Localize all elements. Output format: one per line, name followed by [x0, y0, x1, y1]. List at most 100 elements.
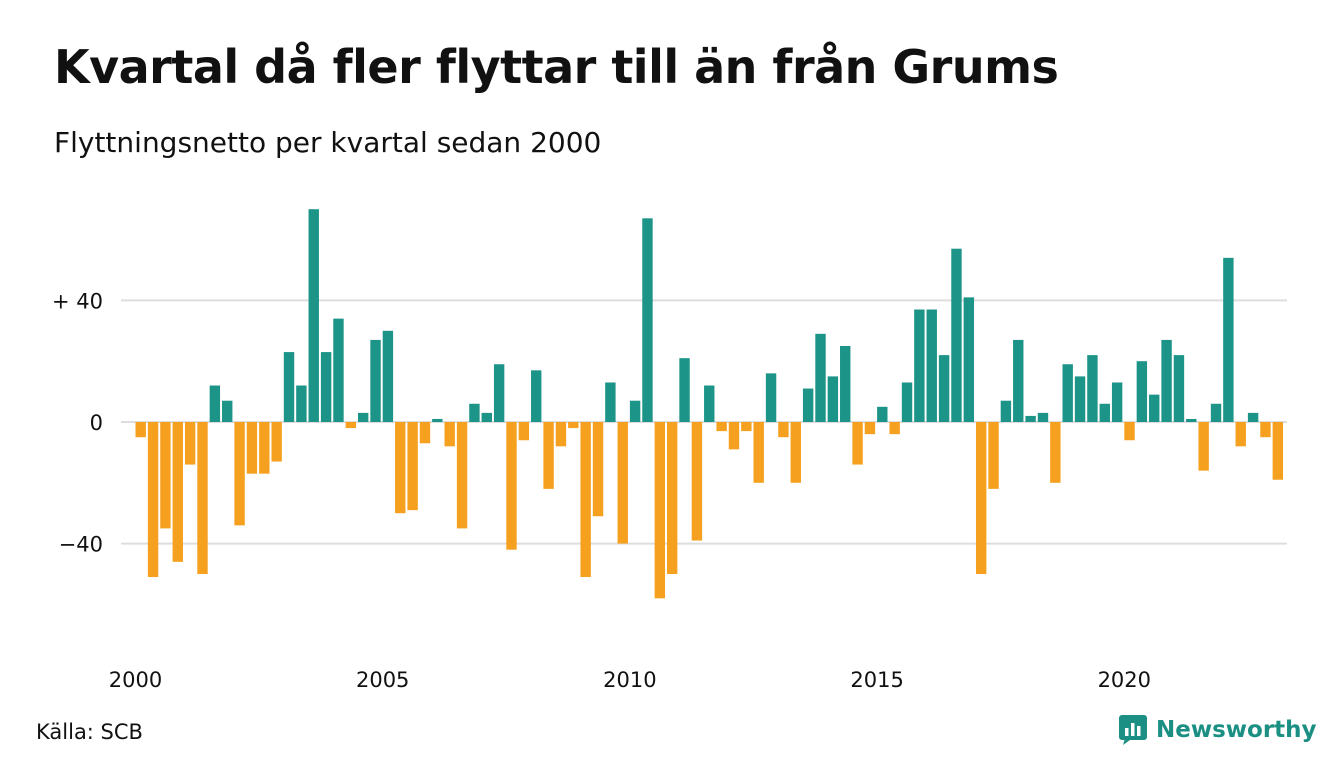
- bar: [296, 385, 307, 422]
- bar: [481, 412, 492, 422]
- bar: [975, 422, 987, 574]
- bar: [877, 406, 888, 422]
- bar: [827, 376, 839, 422]
- bar: [1247, 412, 1259, 422]
- bar: [283, 352, 295, 422]
- bar: [407, 422, 418, 511]
- bar: [1149, 394, 1160, 422]
- bar: [988, 422, 999, 489]
- bar: [469, 403, 480, 422]
- bar: [432, 418, 443, 422]
- bar: [1087, 355, 1098, 422]
- bar: [790, 422, 801, 483]
- y-tick-label: −40: [59, 533, 103, 557]
- x-tick-label: 2020: [1098, 668, 1151, 692]
- x-tick-label: 2000: [109, 668, 162, 692]
- bar: [395, 422, 406, 514]
- bar: [963, 297, 975, 422]
- bar: [691, 422, 703, 541]
- bar: [184, 422, 196, 465]
- bar: [160, 422, 171, 529]
- bars: [135, 209, 1284, 599]
- x-axis-labels: 2000 2005 2010 2015 2020: [109, 668, 1151, 692]
- bar: [1111, 382, 1123, 422]
- bar: [926, 309, 937, 422]
- bar: [518, 422, 530, 441]
- bar: [370, 339, 381, 422]
- bar: [741, 422, 752, 432]
- bar: [951, 248, 962, 422]
- bar: [840, 346, 851, 422]
- bar: [531, 370, 542, 422]
- y-tick-label: + 40: [52, 289, 103, 313]
- bar: [320, 352, 332, 422]
- y-axis-labels: + 40 0 −40: [52, 289, 103, 556]
- bar: [1136, 361, 1148, 422]
- bar: [555, 422, 567, 447]
- bar: [901, 382, 913, 422]
- bar: [778, 422, 789, 438]
- bar: [802, 388, 814, 422]
- bar: [1037, 412, 1049, 422]
- bar: [147, 422, 159, 578]
- bar: [1210, 403, 1222, 422]
- bar: [605, 382, 616, 422]
- bar: [222, 400, 233, 422]
- bar: [815, 333, 826, 422]
- bar: [716, 422, 727, 432]
- bar: [580, 422, 591, 578]
- brand-logo[interactable]: Newsworthy: [1118, 714, 1317, 746]
- bar: [543, 422, 554, 489]
- bar: [1161, 339, 1172, 422]
- x-tick-label: 2010: [603, 668, 656, 692]
- bar: [765, 373, 777, 422]
- bar: [456, 422, 468, 529]
- bar: [1235, 422, 1246, 447]
- bar: [493, 364, 505, 422]
- bar: [345, 422, 357, 429]
- bar: [938, 355, 950, 422]
- bar: [357, 412, 369, 422]
- bar: [753, 422, 764, 483]
- bar: [271, 422, 282, 462]
- bar: [1050, 422, 1061, 483]
- bar: [506, 422, 517, 550]
- bar: [444, 422, 455, 447]
- bar: [1198, 422, 1209, 471]
- bar: [135, 422, 146, 438]
- bar: [642, 218, 653, 422]
- bar: [1000, 400, 1012, 422]
- bar: [1062, 364, 1073, 422]
- bar: [704, 385, 715, 422]
- bar: [259, 422, 270, 474]
- bar: [1223, 257, 1234, 422]
- bar: [666, 422, 678, 574]
- bar: [654, 422, 666, 599]
- bar: [234, 422, 245, 526]
- bar: [419, 422, 431, 444]
- bar: [382, 330, 394, 422]
- chart-title: Kvartal då fler flyttar till än från Gru…: [54, 40, 1059, 94]
- bar: [1173, 355, 1185, 422]
- bar: [172, 422, 183, 562]
- bar: [568, 422, 579, 429]
- x-tick-label: 2015: [850, 668, 903, 692]
- bar: [852, 422, 863, 465]
- bar: [629, 400, 641, 422]
- bar: [1260, 422, 1271, 438]
- chart-bubble-icon: [1119, 715, 1147, 745]
- bar: [679, 358, 690, 422]
- bar: [1099, 403, 1110, 422]
- chart-subtitle: Flyttningsnetto per kvartal sedan 2000: [54, 126, 602, 159]
- bar: [308, 209, 319, 422]
- bar: [889, 422, 900, 435]
- bar: [1272, 422, 1284, 480]
- bar: [1074, 376, 1086, 422]
- bar: [1124, 422, 1135, 441]
- bar: [617, 422, 628, 544]
- x-tick-label: 2005: [356, 668, 409, 692]
- y-tick-label: 0: [90, 411, 103, 435]
- bar: [914, 309, 925, 422]
- brand-name: Newsworthy: [1156, 717, 1317, 743]
